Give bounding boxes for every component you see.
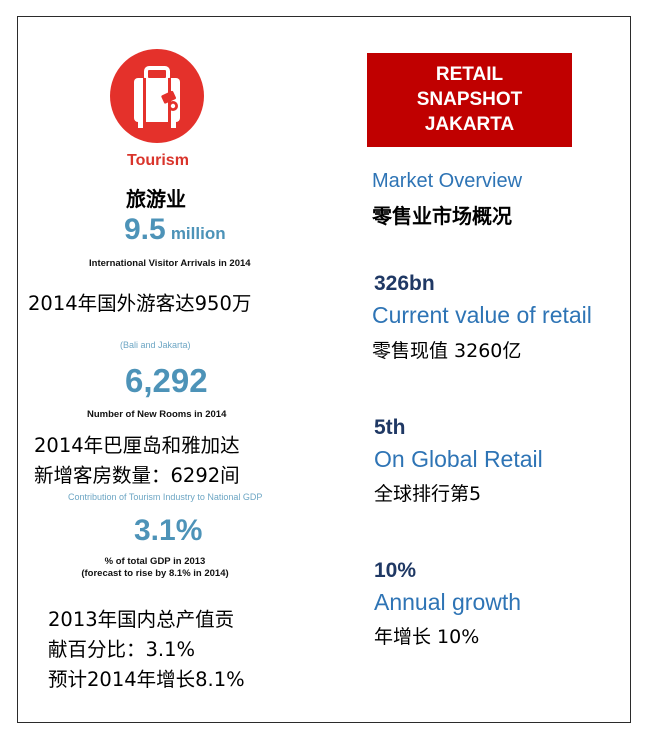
arrivals-stat: 9.5 million bbox=[124, 213, 226, 247]
tourism-label: Tourism bbox=[127, 152, 189, 169]
arrivals-unit: million bbox=[170, 224, 226, 243]
tourism-badge bbox=[110, 49, 204, 143]
arrivals-cn: 2014年国外游客达950万 bbox=[28, 292, 252, 315]
snapshot-line1: RETAIL bbox=[435, 64, 504, 85]
annual-growth-label: Annual growth bbox=[374, 589, 522, 615]
gdp-value: 3.1% bbox=[134, 514, 203, 547]
retail-value-label: Current value of retail bbox=[372, 302, 592, 328]
infographic-frame bbox=[17, 16, 631, 723]
rooms-cn-line1: 2014年巴厘岛和雅加达 bbox=[34, 434, 240, 457]
suitcase-icon bbox=[134, 66, 180, 128]
snapshot-line3: JAKARTA bbox=[424, 114, 515, 135]
global-rank-number: 5th bbox=[374, 416, 406, 439]
tourism-cn-title: 旅游业 bbox=[126, 187, 186, 211]
arrivals-caption: International Visitor Arrivals in 2014 bbox=[89, 258, 251, 269]
global-rank-label: On Global Retail bbox=[374, 446, 543, 472]
gdp-cn-line2: 献百分比：3.1% bbox=[48, 638, 196, 661]
gdp-cn-line3: 预计2014年增长8.1% bbox=[48, 668, 245, 691]
retail-snapshot-banner: RETAIL SNAPSHOT JAKARTA bbox=[367, 53, 572, 147]
rooms-value: 6,292 bbox=[125, 362, 208, 399]
global-rank-cn: 全球排行第5 bbox=[374, 483, 482, 505]
retail-value-cn: 零售现值 3260亿 bbox=[372, 340, 522, 362]
gdp-caption-line1: % of total GDP in 2013 bbox=[104, 556, 206, 567]
gdp-caption-line2: (forecast to rise by 8.1% in 2014) bbox=[81, 568, 229, 579]
arrivals-value: 9.5 bbox=[124, 213, 166, 246]
annual-growth-number: 10% bbox=[374, 559, 417, 582]
rooms-cn-line2: 新增客房数量：6292间 bbox=[34, 464, 240, 487]
gdp-cn-line1: 2013年国内总产值贡 bbox=[48, 608, 235, 631]
snapshot-line2: SNAPSHOT bbox=[416, 89, 523, 110]
gdp-heading: Contribution of Tourism Industry to Nati… bbox=[68, 492, 263, 502]
retail-value-number: 326bn bbox=[374, 272, 435, 295]
rooms-scope: (Bali and Jakarta) bbox=[120, 340, 191, 350]
market-overview-cn: 零售业市场概况 bbox=[372, 204, 512, 228]
annual-growth-cn: 年增长 10% bbox=[374, 626, 480, 648]
market-overview-title: Market Overview bbox=[372, 170, 523, 192]
rooms-caption: Number of New Rooms in 2014 bbox=[87, 409, 227, 420]
